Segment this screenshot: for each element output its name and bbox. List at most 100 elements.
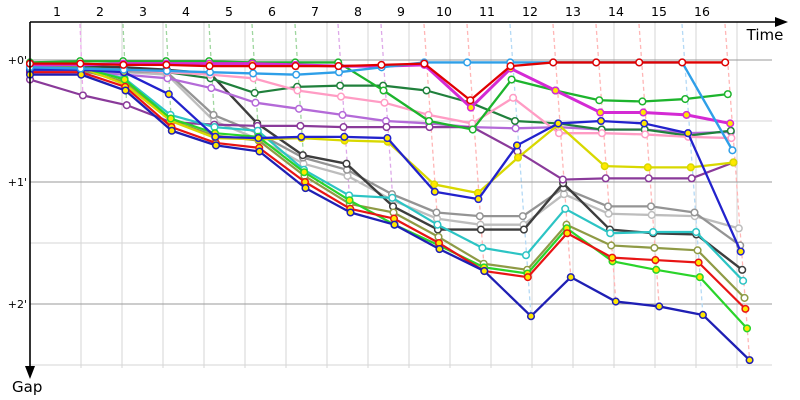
data-point-cyan bbox=[521, 251, 531, 260]
y-axis-title: Gap bbox=[12, 378, 42, 396]
data-point-gray bbox=[646, 202, 656, 211]
data-point-navy bbox=[655, 302, 664, 311]
data-point-cyan bbox=[478, 243, 487, 252]
data-point-light-blue bbox=[463, 58, 472, 67]
y-tick-label: +2' bbox=[8, 298, 27, 311]
data-point-red-2 bbox=[741, 304, 750, 313]
x-tick-label: 4 bbox=[182, 4, 190, 19]
data-point-red bbox=[635, 58, 644, 67]
data-point-green bbox=[379, 86, 388, 95]
data-point-blue bbox=[596, 116, 606, 126]
data-point-blue bbox=[211, 132, 220, 141]
x-tick-label: 6 bbox=[268, 4, 276, 19]
data-point-red bbox=[76, 59, 85, 68]
data-point-yellow bbox=[643, 163, 652, 172]
data-point-bright-green-2 bbox=[695, 273, 704, 282]
data-point-olive bbox=[607, 241, 616, 250]
data-point-olive bbox=[693, 246, 702, 255]
data-point-dark-gray bbox=[342, 159, 351, 168]
data-point-pink bbox=[336, 92, 346, 101]
data-point-bright-green-2 bbox=[120, 75, 129, 84]
data-point-blue bbox=[340, 132, 349, 141]
data-point-navy bbox=[435, 245, 444, 254]
data-point-purple bbox=[601, 174, 610, 183]
data-point-cyan bbox=[561, 204, 570, 213]
data-point-dark-green bbox=[336, 81, 345, 90]
data-point-light-blue bbox=[292, 70, 301, 79]
lap-marker-line bbox=[724, 23, 751, 361]
data-point-blue bbox=[383, 134, 392, 143]
data-point-navy bbox=[480, 267, 489, 276]
data-point-light-gray bbox=[734, 224, 743, 233]
data-point-gray bbox=[603, 202, 613, 211]
data-point-purple bbox=[687, 174, 696, 183]
series-line-red-2 bbox=[30, 71, 747, 310]
data-point-blue bbox=[430, 187, 439, 196]
data-point-dark-gray bbox=[519, 225, 528, 234]
data-point-yellow bbox=[686, 163, 695, 172]
data-point-violet bbox=[511, 124, 520, 133]
data-point-purple bbox=[382, 123, 391, 132]
data-point-green bbox=[681, 94, 690, 104]
data-point-pink bbox=[597, 129, 607, 138]
data-point-navy bbox=[121, 86, 130, 95]
data-point-green bbox=[638, 97, 647, 106]
data-point-violet bbox=[338, 110, 347, 119]
data-point-magenta bbox=[551, 86, 560, 95]
gap-axis-arrow-icon bbox=[25, 366, 35, 379]
data-point-red bbox=[549, 58, 558, 67]
x-axis-title: Time bbox=[746, 26, 784, 44]
data-point-dark-green bbox=[726, 126, 735, 135]
data-point-navy bbox=[745, 356, 754, 365]
data-point-dark-gray bbox=[476, 225, 485, 234]
data-point-blue bbox=[512, 141, 522, 150]
data-point-magenta bbox=[726, 119, 735, 128]
data-point-red bbox=[721, 58, 730, 67]
data-point-cyan bbox=[388, 193, 397, 202]
data-point-green bbox=[424, 116, 434, 126]
data-point-cyan bbox=[739, 276, 748, 285]
data-point-red bbox=[678, 58, 687, 67]
x-tick-label: 8 bbox=[354, 4, 362, 19]
data-point-olive bbox=[740, 293, 749, 302]
data-point-navy bbox=[526, 312, 536, 321]
data-point-green bbox=[595, 96, 604, 105]
lap-marker-line bbox=[165, 23, 173, 131]
data-point-purple bbox=[296, 121, 305, 130]
data-point-purple bbox=[558, 175, 567, 184]
data-point-magenta bbox=[466, 103, 475, 112]
data-point-violet bbox=[207, 84, 216, 93]
data-point-navy bbox=[611, 297, 620, 306]
data-point-pink bbox=[509, 93, 518, 102]
data-point-cyan bbox=[692, 227, 701, 237]
data-point-light-blue bbox=[728, 146, 737, 155]
data-point-red-2 bbox=[694, 258, 703, 267]
x-tick-label: 3 bbox=[139, 4, 147, 19]
data-point-yellow bbox=[430, 180, 439, 189]
x-tick-label: 15 bbox=[651, 4, 667, 19]
data-point-light-gray bbox=[604, 209, 613, 218]
data-point-gray bbox=[475, 212, 484, 221]
data-point-red bbox=[291, 62, 300, 71]
data-point-red bbox=[334, 62, 343, 71]
data-point-red bbox=[592, 58, 601, 67]
data-point-light-blue bbox=[249, 69, 258, 78]
data-point-blue bbox=[640, 119, 649, 128]
data-point-red bbox=[420, 59, 429, 68]
data-point-navy bbox=[255, 147, 264, 156]
data-point-blue bbox=[254, 134, 263, 143]
data-point-red-2 bbox=[523, 273, 532, 282]
data-point-pink bbox=[380, 98, 389, 107]
data-point-red bbox=[205, 62, 214, 71]
x-tick-label: 11 bbox=[479, 4, 495, 19]
data-point-navy bbox=[698, 310, 707, 320]
data-point-navy bbox=[566, 273, 575, 282]
data-point-magenta bbox=[639, 108, 648, 117]
data-point-bright-green-2 bbox=[345, 196, 354, 205]
data-point-blue bbox=[297, 132, 306, 141]
data-point-yellow bbox=[600, 162, 609, 171]
data-point-pink bbox=[293, 86, 302, 95]
data-point-purple bbox=[78, 91, 87, 100]
x-tick-label: 10 bbox=[436, 4, 452, 19]
data-point-red bbox=[248, 62, 257, 71]
